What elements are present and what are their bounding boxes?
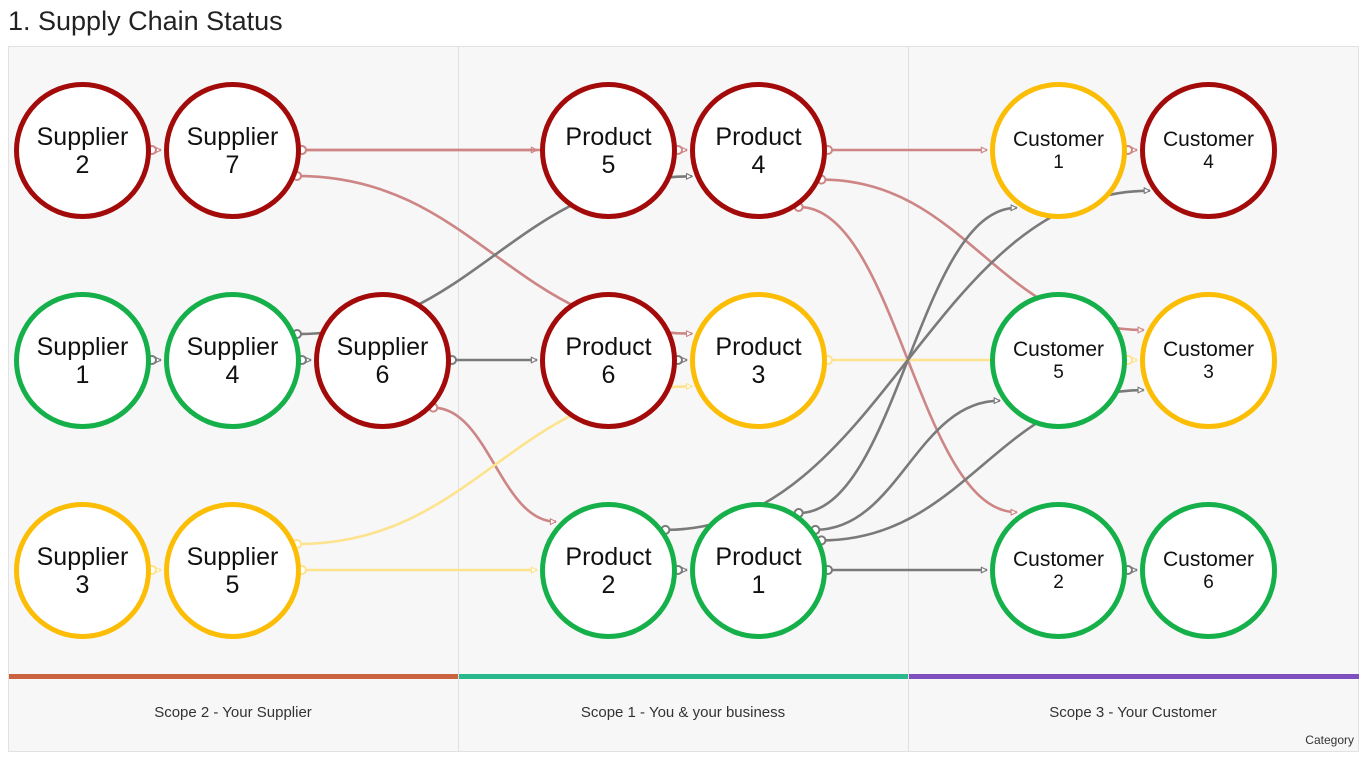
node-label: Customer: [1012, 548, 1105, 572]
node-number: 5: [601, 150, 616, 179]
scope-label-supplier: Scope 2 - Your Supplier: [154, 704, 312, 721]
category-label: Category: [1305, 733, 1354, 747]
node-number: 7: [225, 150, 240, 179]
node-product-4[interactable]: Product 4: [690, 82, 827, 219]
node-product-3[interactable]: Product 3: [690, 292, 827, 429]
node-number: 1: [1053, 151, 1064, 173]
edge-product-1-to-customer-1: [798, 208, 1017, 515]
scope-divider: [908, 46, 909, 752]
node-supplier-5[interactable]: Supplier 5: [164, 502, 301, 639]
node-label: Supplier: [36, 542, 129, 571]
node-customer-1[interactable]: Customer 1: [990, 82, 1127, 219]
node-number: 2: [75, 150, 90, 179]
node-label: Supplier: [36, 332, 129, 361]
node-supplier-6[interactable]: Supplier 6: [314, 292, 451, 429]
node-label: Product: [565, 122, 652, 151]
node-label: Supplier: [36, 122, 129, 151]
node-number: 3: [1203, 361, 1214, 383]
node-number: 5: [1053, 361, 1064, 383]
node-supplier-4[interactable]: Supplier 4: [164, 292, 301, 429]
node-supplier-2[interactable]: Supplier 2: [14, 82, 151, 219]
node-number: 3: [751, 360, 766, 389]
node-product-6[interactable]: Product 6: [540, 292, 677, 429]
node-label: Customer: [1012, 128, 1105, 152]
node-label: Supplier: [336, 332, 429, 361]
node-supplier-7[interactable]: Supplier 7: [164, 82, 301, 219]
node-number: 1: [751, 570, 766, 599]
node-number: 6: [1203, 571, 1214, 593]
node-supplier-3[interactable]: Supplier 3: [14, 502, 151, 639]
node-label: Supplier: [186, 122, 279, 151]
node-label: Customer: [1162, 338, 1255, 362]
node-label: Product: [715, 542, 802, 571]
node-label: Supplier: [186, 332, 279, 361]
scope-label-customer: Scope 3 - Your Customer: [1049, 704, 1217, 721]
node-product-1[interactable]: Product 1: [690, 502, 827, 639]
node-number: 4: [1203, 151, 1214, 173]
node-customer-4[interactable]: Customer 4: [1140, 82, 1277, 219]
node-customer-2[interactable]: Customer 2: [990, 502, 1127, 639]
scope-label-business: Scope 1 - You & your business: [580, 704, 786, 721]
node-label: Product: [565, 332, 652, 361]
node-number: 5: [225, 570, 240, 599]
scope-band-supplier: [9, 674, 458, 679]
node-number: 6: [601, 360, 616, 389]
node-number: 1: [75, 360, 90, 389]
node-product-5[interactable]: Product 5: [540, 82, 677, 219]
node-label: Supplier: [186, 542, 279, 571]
node-product-2[interactable]: Product 2: [540, 502, 677, 639]
node-number: 2: [1053, 571, 1064, 593]
node-number: 4: [751, 150, 766, 179]
node-label: Customer: [1162, 548, 1255, 572]
node-number: 2: [601, 570, 616, 599]
node-label: Product: [565, 542, 652, 571]
node-supplier-1[interactable]: Supplier 1: [14, 292, 151, 429]
node-number: 3: [75, 570, 90, 599]
scope-band-customer: [909, 674, 1359, 679]
node-label: Customer: [1162, 128, 1255, 152]
node-number: 4: [225, 360, 240, 389]
node-label: Product: [715, 332, 802, 361]
edge-product-1-to-customer-5: [815, 401, 999, 532]
scope-band-business: [459, 674, 908, 679]
page-title: 1. Supply Chain Status: [8, 6, 283, 36]
node-customer-3[interactable]: Customer 3: [1140, 292, 1277, 429]
node-customer-5[interactable]: Customer 5: [990, 292, 1127, 429]
node-label: Customer: [1012, 338, 1105, 362]
node-label: Product: [715, 122, 802, 151]
node-customer-6[interactable]: Customer 6: [1140, 502, 1277, 639]
scope-divider: [458, 46, 459, 752]
node-number: 6: [375, 360, 390, 389]
